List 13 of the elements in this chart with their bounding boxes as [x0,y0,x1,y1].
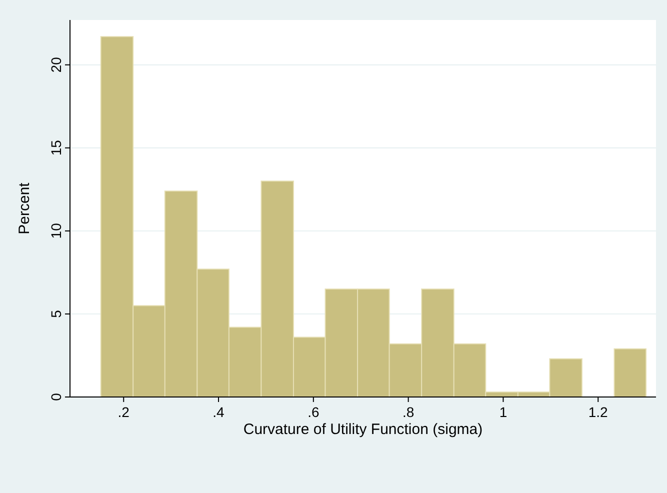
x-tick-label: .2 [118,404,130,420]
y-tick-label: 10 [48,222,64,239]
x-tick-label: .8 [402,404,414,420]
x-tick-label: 1.2 [588,404,608,420]
y-tick-label: 20 [48,56,64,73]
x-tick-label: 1 [499,404,508,420]
y-axis-title: Percent [16,182,33,234]
x-axis-title: Curvature of Utility Function (sigma) [243,421,483,438]
y-tick-label: 5 [48,310,64,318]
x-tick-label: .4 [212,404,225,420]
x-tick-label: .6 [308,404,320,420]
y-tick-label: 0 [48,392,64,401]
y-tick-label: 15 [48,140,64,156]
